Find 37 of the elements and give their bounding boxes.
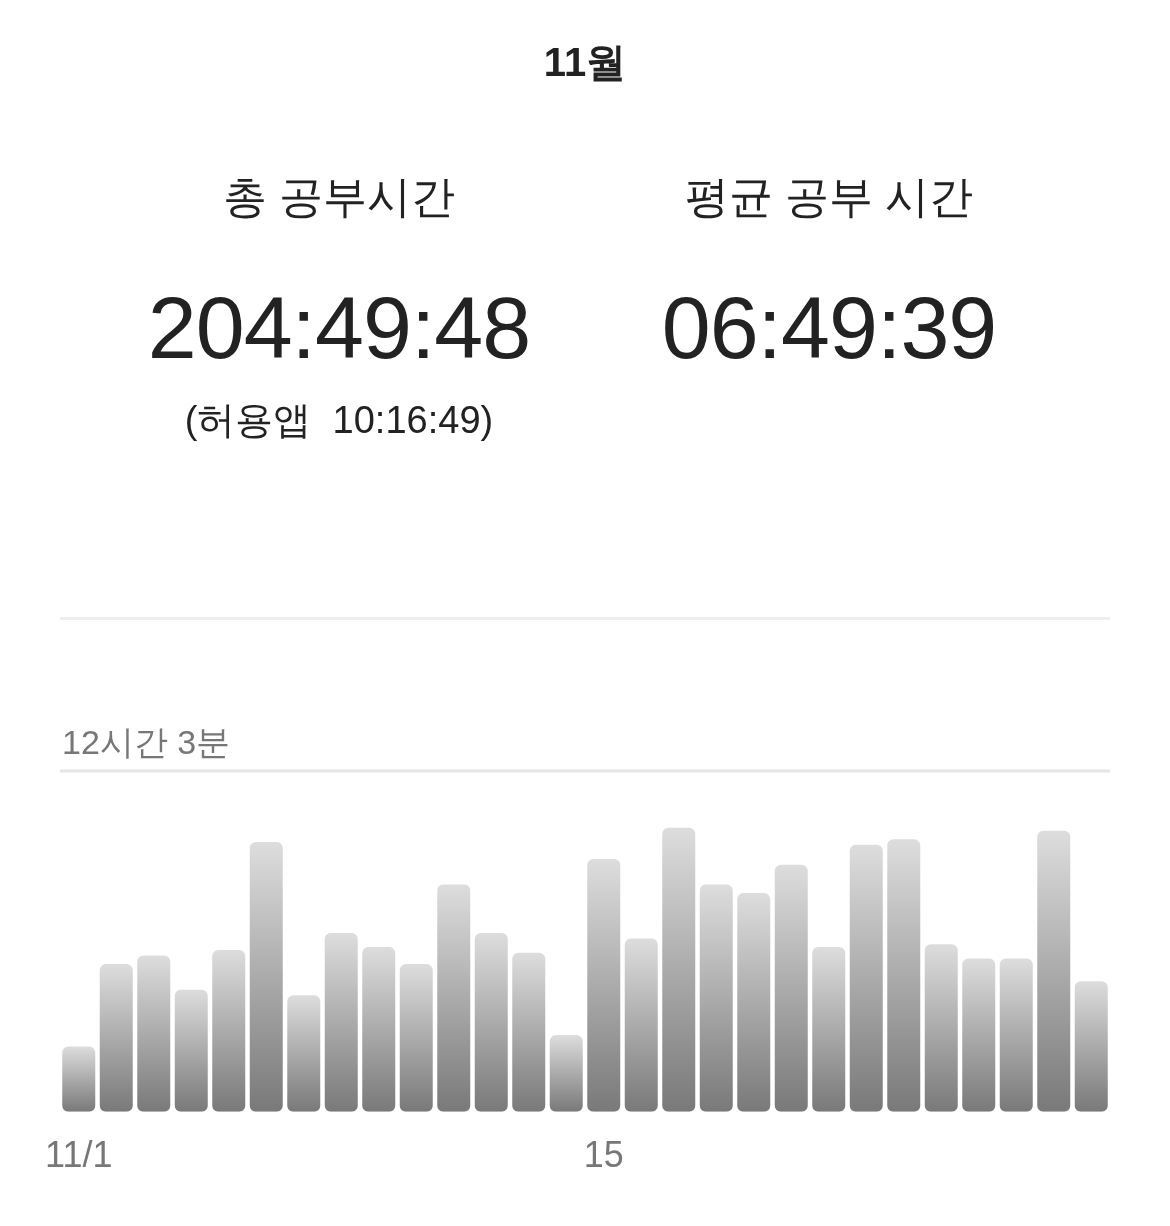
x-tick-label: 11/1 bbox=[45, 1134, 113, 1176]
bar bbox=[399, 964, 433, 1112]
bar bbox=[962, 958, 996, 1112]
bar bbox=[774, 864, 808, 1112]
bar bbox=[137, 955, 171, 1112]
bar bbox=[587, 859, 621, 1112]
x-tick-label: 15 bbox=[583, 1134, 624, 1176]
bar bbox=[512, 952, 546, 1112]
text: 총 공부시간 bbox=[221, 171, 457, 223]
bar bbox=[62, 1046, 96, 1112]
bar bbox=[999, 958, 1033, 1112]
bar bbox=[249, 842, 283, 1112]
bar bbox=[287, 995, 321, 1112]
bar bbox=[212, 949, 246, 1112]
bar bbox=[99, 964, 133, 1112]
bar bbox=[924, 944, 958, 1112]
bar bbox=[699, 884, 733, 1112]
bar bbox=[849, 844, 883, 1112]
bar bbox=[324, 932, 358, 1112]
bar bbox=[737, 893, 771, 1112]
bar bbox=[362, 947, 396, 1112]
text: 204:49:48 bbox=[146, 278, 532, 378]
ref-line-label: 12시간 3분 bbox=[62, 723, 231, 762]
bar bbox=[624, 938, 658, 1112]
bar bbox=[1037, 830, 1071, 1112]
bar bbox=[887, 839, 921, 1112]
text: 11월 bbox=[542, 39, 628, 86]
bar bbox=[549, 1035, 583, 1112]
bar bbox=[437, 884, 471, 1112]
bar bbox=[174, 989, 208, 1112]
text: (허용앱 10:16:49) bbox=[183, 398, 495, 443]
bar bbox=[474, 932, 508, 1112]
text: 평균 공부 시간 bbox=[683, 171, 975, 223]
text: 06:49:39 bbox=[660, 278, 998, 378]
bar bbox=[812, 947, 846, 1112]
bar bbox=[1074, 981, 1108, 1112]
bar bbox=[662, 827, 696, 1112]
